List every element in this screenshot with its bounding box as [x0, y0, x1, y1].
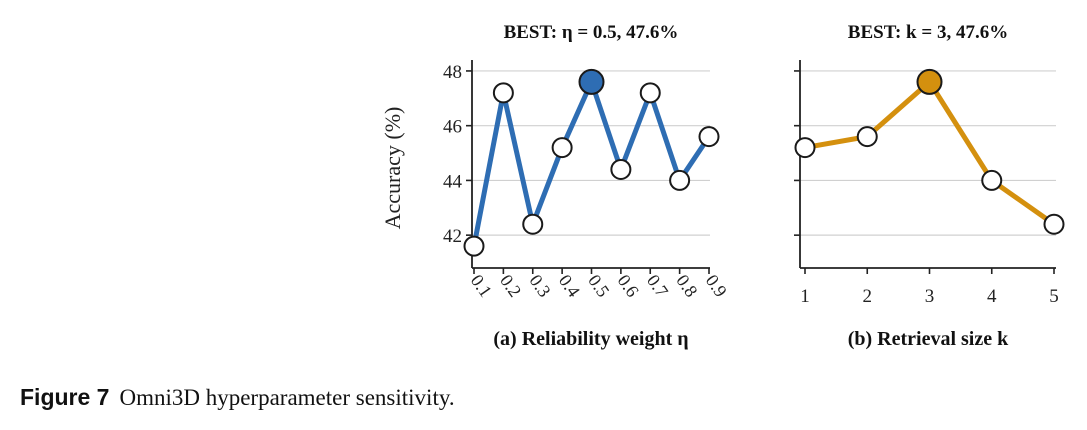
x-tick-label: 2 — [863, 286, 873, 307]
data-point — [522, 213, 544, 235]
data-point — [1043, 213, 1065, 235]
x-axis-label: (b) Retrieval size k — [848, 328, 1009, 350]
data-point — [794, 137, 816, 159]
best-point — [578, 68, 605, 95]
data-point — [610, 158, 632, 180]
x-tick-label: 0.7 — [643, 271, 672, 301]
x-tick-label: 0.9 — [702, 271, 731, 301]
figure-caption-text: Omni3D hyperparameter sensitivity. — [119, 385, 455, 410]
y-tick-label: 46 — [443, 117, 462, 138]
panel-reliability-weight: 42 44 46 48 0.1 0.2 0.3 0.4 0.5 0.6 0.7 0.8 0.9 BEST:… — [443, 22, 731, 350]
x-tick-label: 0.4 — [555, 271, 584, 301]
data-point — [856, 126, 878, 148]
x-tick-label: 0.5 — [584, 271, 613, 301]
x-tick-label: 1 — [800, 286, 810, 307]
x-tick-label: 4 — [987, 286, 997, 307]
chart-title: BEST: η = 0.5, 47.6% — [504, 22, 679, 43]
x-axis-label: (a) Reliability weight η — [493, 328, 688, 350]
x-tick-label: 0.3 — [525, 271, 554, 301]
panel-retrieval-size: 1 2 3 4 5 BEST: k = 3, 47.6% (b) Retrieval siz… — [794, 22, 1065, 350]
x-tick-label: 0.8 — [672, 271, 701, 301]
y-tick-label: 42 — [443, 226, 462, 247]
x-tick-label: 3 — [925, 286, 935, 307]
x-tick-label: 0.6 — [614, 271, 643, 301]
x-tick-label: 5 — [1049, 286, 1059, 307]
data-point — [981, 169, 1003, 191]
data-point — [551, 137, 573, 159]
x-tick-label: 0.1 — [467, 271, 496, 301]
x-tick-label: 0.2 — [496, 271, 525, 301]
y-axis-label: Accuracy (%) — [380, 107, 405, 230]
figure-label: Figure 7 — [20, 384, 110, 410]
y-tick-label: 44 — [443, 171, 463, 192]
data-point — [639, 82, 661, 104]
best-point — [916, 68, 943, 95]
data-point — [492, 82, 514, 104]
data-point — [698, 126, 720, 148]
series-line — [471, 79, 712, 247]
series-line — [804, 79, 1056, 227]
data-point — [669, 169, 691, 191]
data-point — [463, 235, 485, 257]
figure-caption: Figure 7 Omni3D hyperparameter sensitivit… — [20, 384, 455, 411]
y-tick-label: 48 — [443, 62, 462, 83]
chart-title: BEST: k = 3, 47.6% — [848, 22, 1008, 43]
